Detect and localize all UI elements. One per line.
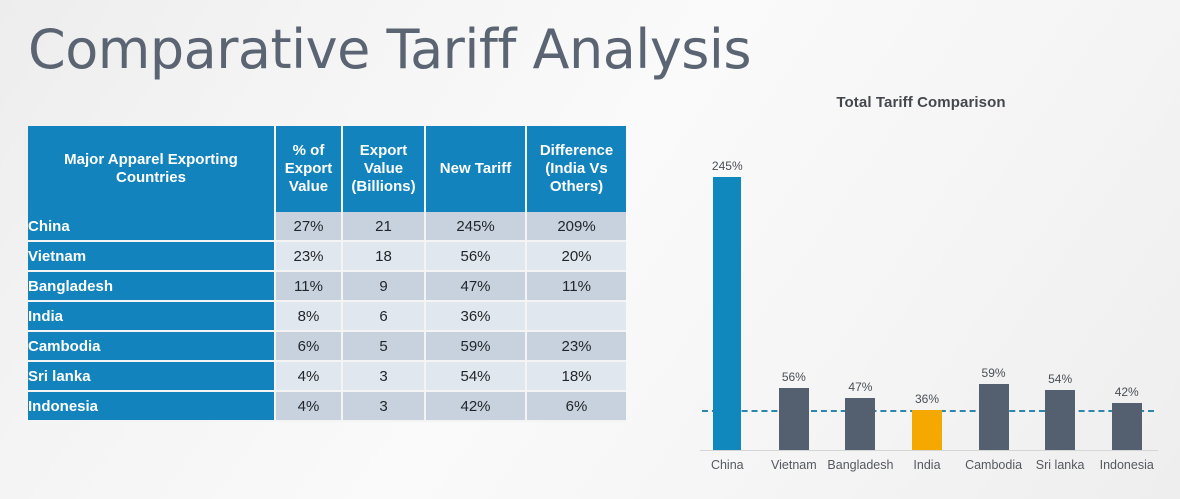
column-header-difference: Difference (India Vs Others) [527, 126, 626, 212]
cell-pct-export-value: 4% [276, 362, 343, 392]
chart-category-label: Cambodia [965, 458, 1023, 472]
cell-export-value-billions: 3 [343, 392, 426, 422]
column-header-pct-line-3: Value [288, 177, 329, 195]
table-row: Bangladesh 11% 9 47% 11% [28, 272, 626, 302]
table-row: Vietnam 23% 18 56% 20% [28, 242, 626, 272]
column-header-export-line-2: Value [363, 160, 404, 178]
column-header-pct-export-value: % of Export Value [276, 126, 343, 212]
cell-pct-export-value: 27% [276, 212, 343, 242]
chart-bar[interactable] [845, 398, 876, 450]
chart-category-label: China [710, 458, 744, 472]
cell-pct-export-value: 6% [276, 332, 343, 362]
chart-bar-group: 36% India [894, 160, 961, 472]
page-title: Comparative Tariff Analysis [28, 18, 752, 81]
cell-pct-export-value: 4% [276, 392, 343, 422]
chart-bar[interactable] [1111, 403, 1142, 450]
cell-difference: 18% [527, 362, 626, 392]
table-row: Cambodia 6% 5 59% 23% [28, 332, 626, 362]
chart-bar-value-label: 36% [914, 392, 939, 406]
column-header-difference-line-3: Others) [549, 177, 604, 195]
cell-difference: 6% [527, 392, 626, 422]
chart-category-label: Vietnam [771, 458, 817, 472]
column-header-new-tariff-line-1: New Tariff [439, 160, 512, 178]
column-header-country: Major Apparel Exporting Countries [28, 126, 276, 212]
cell-difference: 20% [527, 242, 626, 272]
chart-bar-value-label: 47% [848, 380, 873, 394]
tariff-chart: Total Tariff Comparison 245% China 56% Viet… [676, 88, 1166, 488]
column-header-export-value-billions: Export Value (Billions) [343, 126, 426, 212]
column-header-pct-line-2: Export [284, 160, 333, 178]
table-header-row: Major Apparel Exporting Countries % of E… [28, 126, 626, 212]
cell-export-value-billions: 6 [343, 302, 426, 332]
column-header-export-line-3: (Billions) [351, 177, 416, 195]
cell-new-tariff: 42% [426, 392, 527, 422]
cell-pct-export-value: 8% [276, 302, 343, 332]
cell-difference: 23% [527, 332, 626, 362]
cell-pct-export-value: 11% [276, 272, 343, 302]
table-row: Indonesia 4% 3 42% 6% [28, 392, 626, 422]
cell-country: China [28, 212, 276, 242]
chart-category-label: India [913, 458, 941, 472]
chart-bar-value-label: 42% [1114, 385, 1139, 399]
chart-bar-group: 54% Sri lanka [1027, 160, 1094, 472]
table-row: India 8% 6 36% [28, 302, 626, 332]
table-header: Major Apparel Exporting Countries % of E… [28, 126, 626, 212]
cell-new-tariff: 54% [426, 362, 527, 392]
chart-bar-group: 245% China [694, 159, 761, 472]
column-header-export-line-1: Export [359, 142, 408, 160]
chart-plot-area: 245% China 56% Vietnam 47% Bangladesh 36% India… [694, 159, 1160, 472]
cell-export-value-billions: 18 [343, 242, 426, 272]
table-body: China 27% 21 245% 209% Vietnam 23% 18 56% 20% Bang… [28, 212, 626, 422]
cell-new-tariff: 245% [426, 212, 527, 242]
cell-country: Cambodia [28, 332, 276, 362]
column-header-pct-line-1: % of [292, 142, 325, 160]
chart-category-label: Sri lanka [1035, 458, 1085, 472]
cell-export-value-billions: 5 [343, 332, 426, 362]
cell-country: India [28, 302, 276, 332]
cell-country: Indonesia [28, 392, 276, 422]
chart-bar-group: 56% Vietnam [761, 160, 828, 472]
chart-bar-value-label: 54% [1048, 372, 1073, 386]
column-header-country-line-2: Countries [115, 169, 186, 186]
chart-category-label: Bangladesh [827, 458, 894, 472]
chart-bar[interactable] [1045, 390, 1076, 450]
chart-title: Total Tariff Comparison [836, 94, 1006, 111]
cell-difference: 11% [527, 272, 626, 302]
chart-bar-group: 42% Indonesia [1093, 160, 1160, 472]
tariff-comparison-table: Major Apparel Exporting Countries % of E… [28, 126, 626, 422]
cell-country: Bangladesh [28, 272, 276, 302]
cell-new-tariff: 59% [426, 332, 527, 362]
chart-bar-group: 47% Bangladesh [827, 160, 894, 472]
table-row: China 27% 21 245% 209% [28, 212, 626, 242]
chart-bar[interactable] [713, 177, 742, 450]
chart-bar-group: 59% Cambodia [960, 160, 1027, 472]
chart-baseline-axis [700, 450, 1158, 451]
cell-new-tariff: 47% [426, 272, 527, 302]
table-row: Sri lanka 4% 3 54% 18% [28, 362, 626, 392]
chart-bar-value-label: 245% [711, 159, 743, 173]
cell-country: Sri lanka [28, 362, 276, 392]
cell-difference [527, 302, 626, 332]
column-header-country-line-1: Major Apparel Exporting [64, 151, 238, 169]
chart-bar[interactable] [778, 388, 809, 450]
chart-category-label: Indonesia [1099, 458, 1154, 472]
cell-new-tariff: 36% [426, 302, 527, 332]
chart-bar[interactable] [911, 410, 942, 450]
cell-country: Vietnam [28, 242, 276, 272]
chart-bar-value-label: 59% [981, 366, 1006, 380]
cell-new-tariff: 56% [426, 242, 527, 272]
cell-pct-export-value: 23% [276, 242, 343, 272]
column-header-difference-line-2: (India Vs [545, 160, 608, 178]
chart-bar[interactable] [978, 384, 1009, 450]
chart-bar-value-label: 56% [781, 370, 806, 384]
cell-export-value-billions: 3 [343, 362, 426, 392]
cell-export-value-billions: 21 [343, 212, 426, 242]
column-header-difference-line-1: Difference [539, 142, 614, 160]
column-header-new-tariff: New Tariff [426, 126, 527, 212]
cell-difference: 209% [527, 212, 626, 242]
cell-export-value-billions: 9 [343, 272, 426, 302]
